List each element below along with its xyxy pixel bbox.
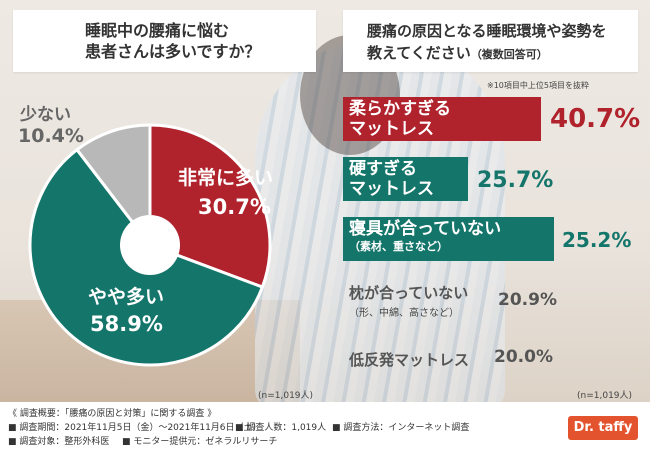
bar-2-label-a: 硬すぎる bbox=[349, 159, 417, 179]
bar-3-label-a: 寝具が合っていない bbox=[349, 219, 502, 239]
bar-3-value: 25.2% bbox=[562, 228, 632, 252]
bar-2-value: 25.7% bbox=[477, 168, 554, 193]
right-question-box: 腰痛の原因となる睡眠環境や姿勢を 教えてください（複数回答可） bbox=[343, 10, 638, 72]
pie-value-very-many: 30.7% bbox=[198, 195, 271, 219]
bar-3: 寝具が合っていない （素材、重さなど） bbox=[343, 217, 554, 261]
bar-2-label-b: マットレス bbox=[349, 179, 434, 199]
right-question-line2-main: 教えてください bbox=[367, 44, 471, 62]
footer-provider: ■ モニター提供元：ゼネラルリサーチ bbox=[122, 437, 278, 447]
bar-5-label: 低反発マットレス bbox=[349, 351, 470, 369]
bar-4-label-b: （形、中綿、高さなど） bbox=[349, 308, 459, 319]
left-question-box: 睡眠中の腰痛に悩む 患者さんは多いですか？ bbox=[13, 10, 316, 72]
pie-label-very-many: 非常に多い bbox=[178, 167, 274, 189]
pie-chart bbox=[28, 123, 272, 367]
pie-slice-very-many bbox=[148, 123, 272, 289]
right-question-note: （複数回答可） bbox=[470, 48, 548, 61]
top-note: ※10項目中上位5項目を抜粋 bbox=[487, 81, 589, 90]
footer-method: ■ 調査方法：インターネット調査 bbox=[332, 423, 470, 433]
pie-slice-few bbox=[74, 123, 152, 250]
footer-summary: 《 調査概要：「腰痛の原因と対策」に関する調査 》 bbox=[8, 409, 217, 419]
footer-count: ■ 調査人数：1,019人 bbox=[235, 423, 327, 433]
pie-label-few: 少ない bbox=[20, 105, 71, 125]
pie-value-somewhat-many: 58.9% bbox=[90, 312, 163, 336]
bar-4-label-a: 枕が合っていない bbox=[349, 284, 469, 302]
footer-target: ■ 調査対象：整形外科医 bbox=[8, 437, 110, 447]
survey-footer: 《 調査概要：「腰痛の原因と対策」に関する調査 》 ■ 調査期間：2021年11… bbox=[0, 402, 650, 450]
right-question-line1: 腰痛の原因となる睡眠環境や姿勢を bbox=[367, 22, 607, 40]
bar-sample-note: (n=1,019人) bbox=[577, 391, 633, 401]
bar-3-label-b: （素材、重さなど） bbox=[349, 240, 448, 253]
left-question-line2: 患者さんは多いですか？ bbox=[85, 42, 261, 61]
dr-taffy-logo: Dr. taffy bbox=[568, 416, 638, 440]
bar-5-value: 20.0% bbox=[494, 347, 553, 367]
bar-4-value: 20.9% bbox=[498, 290, 557, 310]
bar-1-label-a: 柔らかすぎる bbox=[349, 99, 451, 119]
pie-value-few: 10.4% bbox=[18, 125, 84, 147]
right-question-line2: 教えてください（複数回答可） bbox=[367, 42, 548, 63]
footer-period: ■ 調査期間：2021年11月5日（金）〜2021年11月6日（土） bbox=[8, 423, 262, 433]
pie-center-hole bbox=[120, 215, 180, 275]
pie-label-somewhat-many: やや多い bbox=[88, 286, 165, 308]
bar-1-value: 40.7% bbox=[550, 104, 641, 134]
bar-1: 柔らかすぎる マットレス bbox=[343, 97, 541, 141]
left-question-line1: 睡眠中の腰痛に悩む bbox=[85, 21, 230, 40]
bar-2: 硬すぎる マットレス bbox=[343, 157, 468, 201]
bar-1-label-b: マットレス bbox=[349, 119, 434, 139]
pie-sample-note: (n=1,019人) bbox=[258, 391, 314, 401]
